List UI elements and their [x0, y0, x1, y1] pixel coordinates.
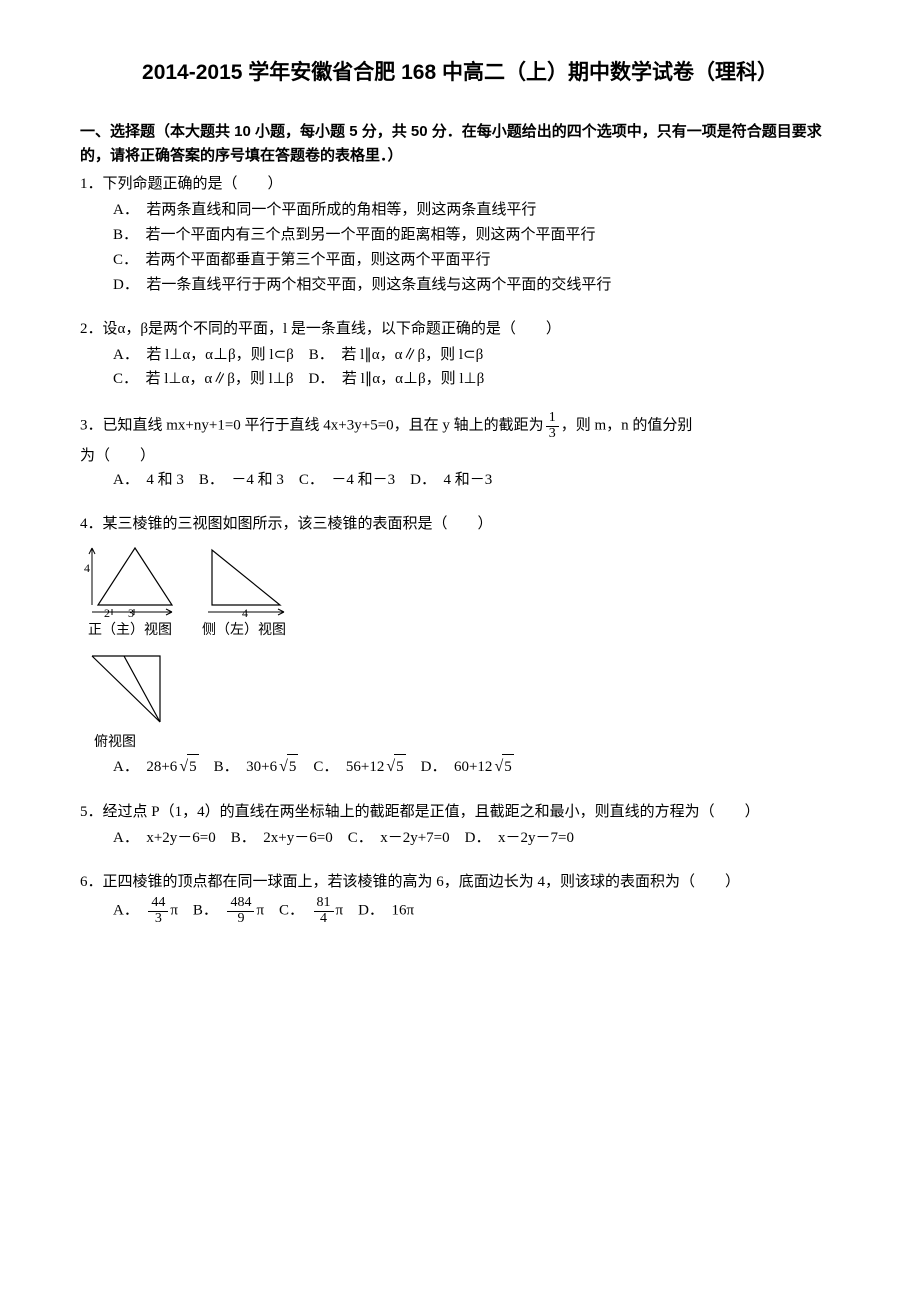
question-1: 1．下列命题正确的是（ ） A． 若两条直线和同一个平面所成的角相等，则这两条直…: [80, 172, 840, 297]
front-view-svg: 4 2 3: [80, 540, 180, 618]
q2-row2: C． 若 l⊥α，α∥β，则 l⊥β D． 若 l∥α，α⊥β，则 l⊥β: [113, 367, 840, 391]
sqrt-icon: 5: [177, 754, 198, 780]
section-header: 一、选择题（本大题共 10 小题，每小题 5 分，共 50 分．在每小题给出的四…: [80, 120, 840, 168]
sqrt-icon: 5: [384, 754, 405, 780]
top-view-svg: [80, 648, 170, 730]
question-4: 4．某三棱锥的三视图如图所示，该三棱锥的表面积是（ ） 4 2 3 正（主）视图…: [80, 512, 840, 780]
sqrt-icon: 5: [277, 754, 298, 780]
q4-stem: 4．某三棱锥的三视图如图所示，该三棱锥的表面积是（ ）: [80, 512, 840, 536]
fraction-44-3: 443: [148, 896, 168, 926]
q2-stem: 2．设α，β是两个不同的平面，l 是一条直线，以下命题正确的是（ ）: [80, 317, 840, 341]
svg-text:4: 4: [84, 561, 90, 575]
q6-options: A． 443π B． 4849π C． 814π D． 16π: [80, 896, 840, 926]
q1-stem: 1．下列命题正确的是（ ）: [80, 172, 840, 196]
fraction-1-3: 13: [546, 411, 559, 441]
q1-option-b: B． 若一个平面内有三个点到另一个平面的距离相等，则这两个平面平行: [113, 223, 840, 247]
top-view-label: 俯视图: [80, 732, 840, 754]
q1-option-d: D． 若一条直线平行于两个相交平面，则这条直线与这两个平面的交线平行: [113, 273, 840, 297]
question-6: 6．正四棱锥的顶点都在同一球面上，若该棱锥的高为 6，底面边长为 4，则该球的表…: [80, 870, 840, 926]
q3-stem: 3．已知直线 mx+ny+1=0 平行于直线 4x+3y+5=0，且在 y 轴上…: [80, 411, 840, 441]
q5-options: A． x+2y－6=0 B． 2x+y－6=0 C． x－2y+7=0 D． x…: [80, 826, 840, 850]
q4-options: A． 28+65 B． 30+65 C． 56+125 D． 60+125: [80, 754, 840, 780]
q1-option-a: A． 若两条直线和同一个平面所成的角相等，则这两条直线平行: [113, 198, 840, 222]
fraction-81-4: 814: [314, 896, 334, 926]
question-2: 2．设α，β是两个不同的平面，l 是一条直线，以下命题正确的是（ ） A． 若 …: [80, 317, 840, 391]
side-view-svg: 4: [198, 540, 290, 618]
question-3: 3．已知直线 mx+ny+1=0 平行于直线 4x+3y+5=0，且在 y 轴上…: [80, 411, 840, 491]
svg-text:4: 4: [242, 606, 248, 618]
q2-row1: A． 若 l⊥α，α⊥β，则 l⊂β B． 若 l∥α，α∥β，则 l⊂β: [113, 343, 840, 367]
q3-options: A． 4 和 3 B． －4 和 3 C． －4 和－3 D． 4 和－3: [80, 468, 840, 492]
front-view-label: 正（主）视图: [80, 620, 180, 642]
svg-text:3: 3: [128, 606, 134, 618]
question-5: 5．经过点 P（1，4）的直线在两坐标轴上的截距都是正值，且截距之和最小，则直线…: [80, 800, 840, 850]
top-view-figure: 俯视图: [80, 648, 840, 754]
fraction-484-9: 4849: [227, 896, 254, 926]
side-view-figure: 4 侧（左）视图: [198, 540, 290, 642]
q6-stem: 6．正四棱锥的顶点都在同一球面上，若该棱锥的高为 6，底面边长为 4，则该球的表…: [80, 870, 840, 894]
page-title: 2014-2015 学年安徽省合肥 168 中高二（上）期中数学试卷（理科）: [80, 50, 840, 96]
side-view-label: 侧（左）视图: [198, 620, 290, 642]
front-view-figure: 4 2 3 正（主）视图: [80, 540, 180, 642]
q5-stem: 5．经过点 P（1，4）的直线在两坐标轴上的截距都是正值，且截距之和最小，则直线…: [80, 800, 840, 824]
q1-option-c: C． 若两个平面都垂直于第三个平面，则这两个平面平行: [113, 248, 840, 272]
svg-text:2: 2: [104, 606, 110, 618]
sqrt-icon: 5: [492, 754, 513, 780]
q3-stem-tail: 为（ ）: [80, 444, 840, 468]
